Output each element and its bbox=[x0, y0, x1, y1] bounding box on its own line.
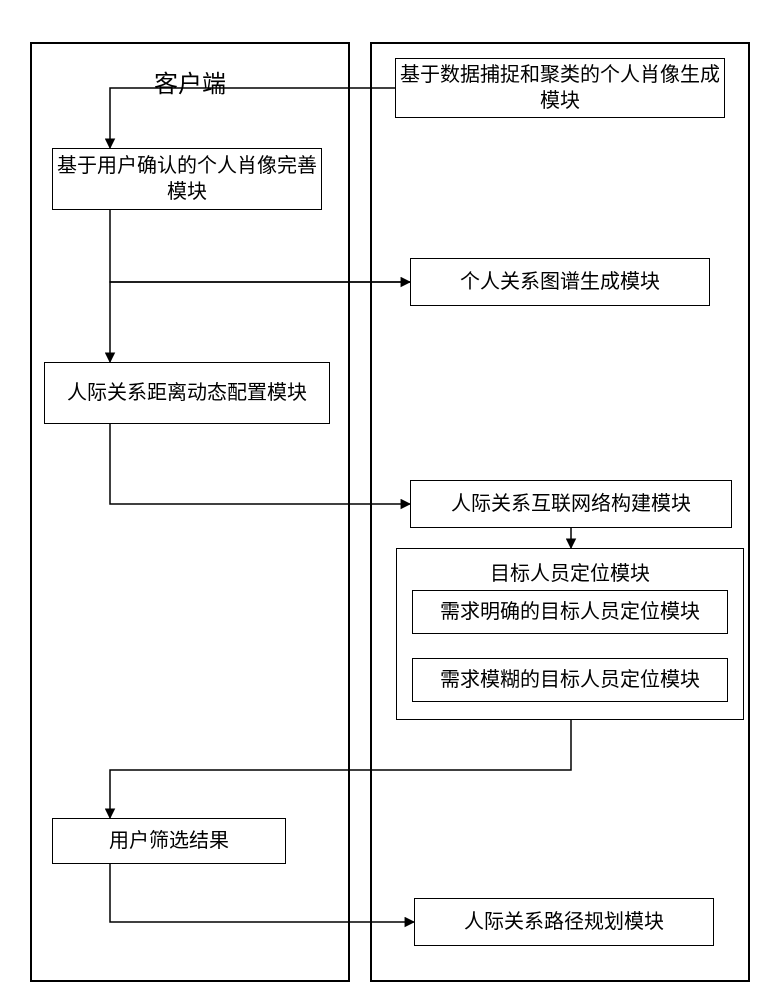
user-filter-result: 用户筛选结果 bbox=[52, 818, 286, 864]
portrait-generation-module: 基于数据捕捉和聚类的个人肖像生成模块 bbox=[395, 58, 725, 118]
path-planning-module: 人际关系路径规划模块 bbox=[414, 898, 714, 946]
portrait-refinement-module: 基于用户确认的个人肖像完善模块 bbox=[52, 148, 322, 210]
diagram-canvas: 客户端 服务器 基于数据捕捉和聚类的个人肖像生成模块 基于用户确认的个人肖像完善… bbox=[0, 0, 777, 1000]
network-construction-module: 人际关系互联网络构建模块 bbox=[410, 480, 732, 528]
client-column-title: 客户端 bbox=[32, 64, 348, 99]
distance-config-module: 人际关系距离动态配置模块 bbox=[44, 362, 330, 424]
clear-demand-target-module: 需求明确的目标人员定位模块 bbox=[412, 590, 728, 634]
relationship-graph-module: 个人关系图谱生成模块 bbox=[410, 258, 710, 306]
target-location-group-title: 目标人员定位模块 bbox=[397, 557, 743, 586]
fuzzy-demand-target-module: 需求模糊的目标人员定位模块 bbox=[412, 658, 728, 702]
